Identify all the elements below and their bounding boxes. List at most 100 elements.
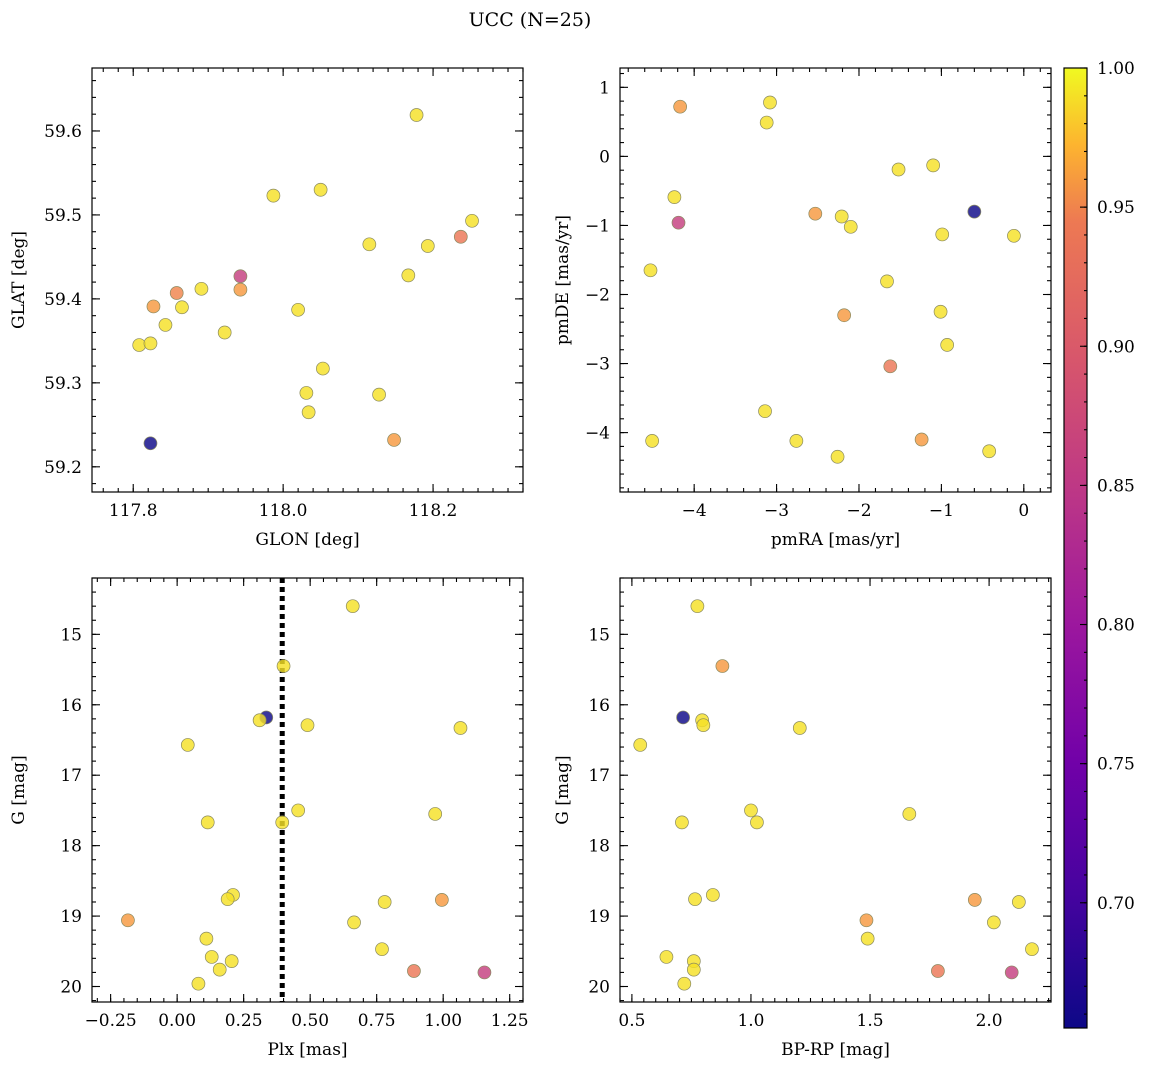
scatter-point [291,302,305,317]
scatter-point [217,325,232,340]
scatter-point [677,976,692,991]
scatter-point [428,807,443,821]
scatter-point [212,962,227,977]
scatter-point [347,915,361,930]
scatter-point [830,449,845,464]
scatter-point [645,434,659,448]
scatter-point [199,931,214,946]
scatter-point [688,892,702,907]
y-tick-label: 20 [60,978,82,998]
scatter-point [789,434,804,448]
scatter-point [690,599,705,614]
scatter-point [967,893,982,907]
x-tick-label: −4 [682,501,707,521]
x-tick-label: 0 [1018,501,1029,521]
scatter-point [121,913,135,928]
x-tick-label: 0.25 [225,1011,263,1031]
scatter-point [453,721,468,735]
scatter-point [926,158,941,173]
y-tick-label: −3 [585,355,610,375]
scatter-point [843,219,858,234]
scatter-point [891,162,906,177]
scatter-point [643,263,658,278]
scatter-point [744,803,758,818]
scatter-point [409,108,424,122]
scatter-point [1007,228,1021,243]
scatter-point [375,942,389,957]
scatter-point [967,204,982,219]
scatter-point [686,962,701,977]
x-axis-label: pmRA [mas/yr] [771,530,900,550]
x-tick-label: 1.0 [737,1011,764,1031]
scatter-point [233,282,248,297]
scatter-point [696,718,711,733]
scatter-point [387,433,401,447]
colorbar-tick-label: 0.85 [1097,476,1135,496]
scatter-point [300,718,315,733]
y-axis-label: GLAT [deg] [9,231,29,329]
plot-frame [91,67,524,493]
panel-bprp-g: 0.5 1.0 1.5 2.0 15 16 17 18 19 20 BP-RP [mag] G [ma… [553,577,1052,1060]
scatter-point [233,269,248,284]
scatter-point [180,738,195,752]
scatter-point [204,950,219,964]
scatter-point [301,405,316,420]
y-tick-label: 17 [588,766,610,786]
y-tick-label: 59.6 [44,122,82,142]
y-tick-label: −1 [585,216,610,236]
panel-pmra-pmde: −4 −3 −2 −1 0 −4 −3 −2 −1 0 1 pmRA [mas/yr] pmDE [ma… [553,67,1052,550]
y-tick-label: 59.3 [44,374,82,394]
x-tick-label: 1.5 [857,1011,884,1031]
figure-title: UCC (N=25) [469,9,592,31]
x-tick-label: 0.5 [618,1011,645,1031]
scatter-point [252,713,267,728]
y-tick-label: 15 [588,625,610,645]
scatter-point [1004,965,1019,980]
y-tick-label: 17 [60,766,82,786]
scatter-point [377,895,392,909]
y-tick-label: 19 [60,907,82,927]
scatter-point [933,304,948,319]
scatter-point [266,188,281,203]
x-tick-label: −3 [764,501,789,521]
scatter-point [1012,895,1026,909]
x-tick-label: 117.8 [109,501,158,521]
scatter-point [902,807,917,821]
colorbar-tick-label: 0.75 [1097,755,1135,775]
colorbar-tick-label: 1.00 [1097,59,1135,79]
scatter-point [931,964,945,978]
y-tick-label: 59.2 [44,458,82,478]
y-tick-label: 18 [60,837,82,857]
x-tick-label: 118.2 [409,501,458,521]
y-axis-label: pmDE [mas/yr] [553,215,573,345]
scatter-point [914,432,929,447]
scatter-point [706,888,720,902]
x-axis-label: GLON [deg] [255,530,359,550]
y-tick-label: 1 [599,78,610,98]
y-tick-label: 16 [588,696,610,716]
scatter-point [1025,942,1039,957]
scatter-point [763,95,777,110]
y-axis-label: G [mag] [9,755,29,824]
scatter-point [676,710,690,725]
x-tick-label: −2 [846,501,871,521]
scatter-point [191,976,206,991]
colorbar-tick-label: 0.70 [1097,894,1135,914]
scatter-point [859,913,874,928]
panel-glon-glat: 117.8 118.0 118.2 59.2 59.3 59.4 59.5 59.6 GLON … [9,67,524,550]
scatter-point [224,954,239,968]
scatter-point [860,931,875,946]
scatter-point [143,436,158,451]
scatter-point [435,893,449,907]
scatter-point [362,237,377,252]
y-tick-label: 59.5 [44,206,82,226]
x-tick-label: 118.0 [259,501,308,521]
scatter-point [883,359,898,374]
colorbar-tick-label: 0.80 [1097,616,1135,636]
scatter-point [659,950,674,964]
scatter-point [453,229,468,244]
scatter-point [276,659,291,673]
x-tick-label: 0.00 [158,1011,196,1031]
scatter-point [982,444,997,459]
colorbar-gradient [1064,68,1087,1028]
